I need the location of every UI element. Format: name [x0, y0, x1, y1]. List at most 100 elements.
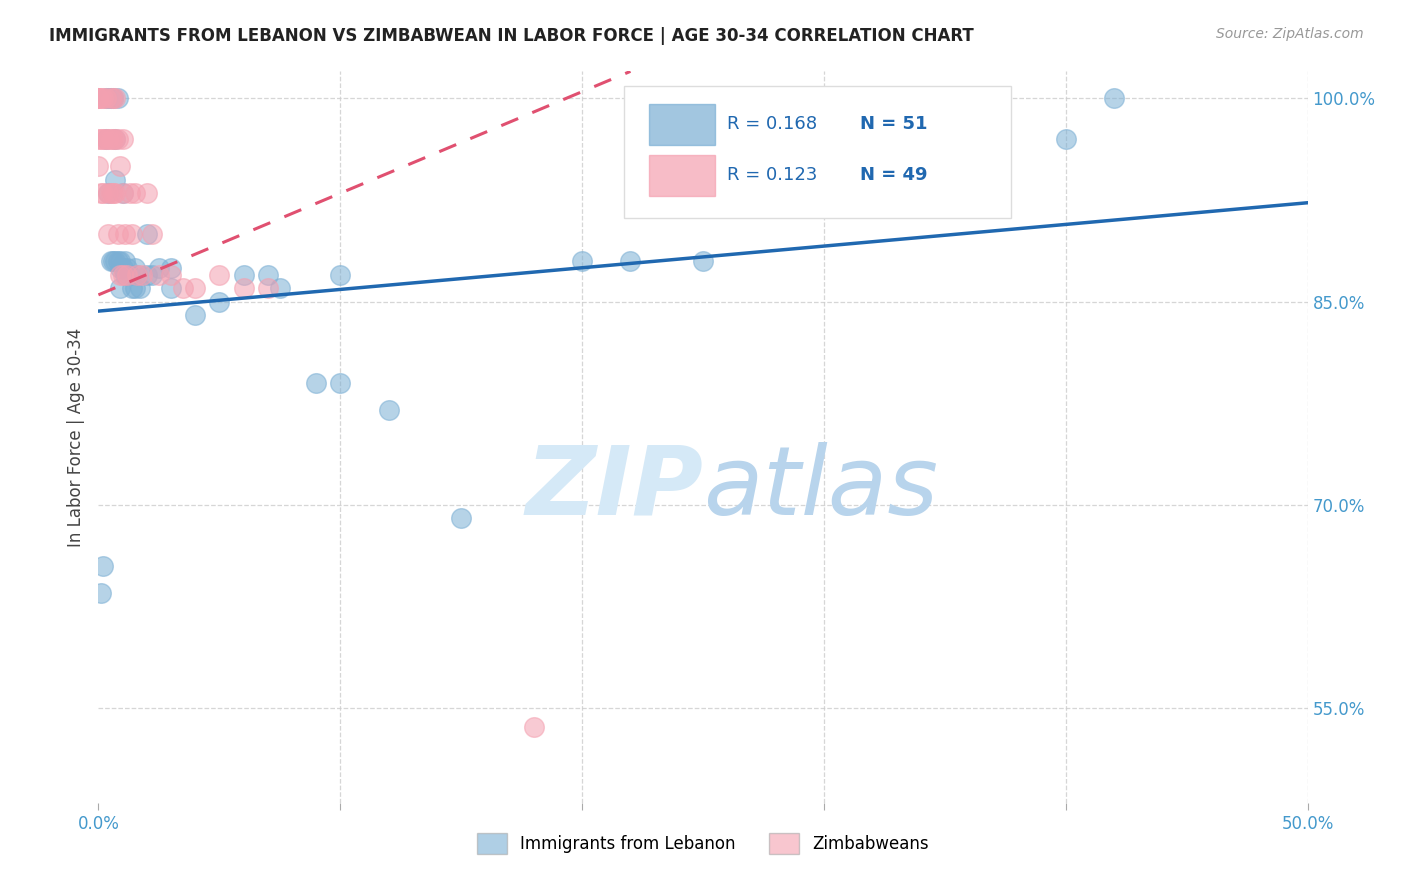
Point [160, 268, 183, 282]
Point [121, 281, 143, 295]
Point [94, 91, 117, 105]
Point [108, 159, 131, 173]
Point [100, 186, 122, 201]
Point [118, 268, 141, 282]
Point [97, 186, 120, 201]
Point [118, 186, 141, 201]
Point [97, 132, 120, 146]
Point [87, 91, 110, 105]
Point [111, 132, 134, 146]
Point [329, 376, 352, 390]
Point [91, 186, 114, 201]
Point [97, 91, 120, 105]
Point [91, 558, 114, 573]
Point [108, 268, 131, 282]
FancyBboxPatch shape [648, 104, 716, 145]
Point [90, 91, 112, 105]
Text: N = 51: N = 51 [860, 115, 928, 133]
Point [91, 91, 114, 105]
Point [104, 132, 127, 146]
Point [256, 268, 278, 282]
Point [104, 186, 127, 201]
Point [117, 260, 139, 275]
Point [232, 281, 254, 295]
Point [94, 91, 117, 105]
Text: atlas: atlas [703, 442, 938, 535]
Point [135, 227, 157, 241]
Point [101, 254, 124, 268]
Text: N = 49: N = 49 [860, 166, 928, 185]
Point [208, 294, 231, 309]
Point [111, 260, 134, 275]
Point [329, 268, 352, 282]
Point [256, 281, 278, 295]
Point [100, 91, 122, 105]
Point [117, 268, 139, 282]
Point [127, 268, 149, 282]
Point [97, 227, 120, 241]
Point [131, 268, 153, 282]
Point [94, 132, 117, 146]
Point [148, 268, 170, 282]
Point [692, 254, 714, 268]
Point [87, 159, 110, 173]
Point [128, 281, 150, 295]
Point [619, 254, 641, 268]
FancyBboxPatch shape [648, 155, 716, 195]
Point [148, 260, 170, 275]
Point [108, 260, 131, 275]
Point [184, 281, 207, 295]
Point [1054, 132, 1077, 146]
Text: Source: ZipAtlas.com: Source: ZipAtlas.com [1216, 27, 1364, 41]
Point [90, 132, 112, 146]
Point [232, 268, 254, 282]
Text: R = 0.168: R = 0.168 [727, 115, 817, 133]
Point [104, 91, 127, 105]
Point [141, 268, 163, 282]
Point [450, 511, 472, 525]
Legend: Immigrants from Lebanon, Zimbabweans: Immigrants from Lebanon, Zimbabweans [470, 827, 936, 860]
Point [87, 132, 110, 146]
Point [107, 254, 129, 268]
Point [91, 132, 114, 146]
Point [114, 227, 136, 241]
Point [104, 132, 127, 146]
Y-axis label: In Labor Force | Age 30-34: In Labor Force | Age 30-34 [66, 327, 84, 547]
Point [377, 403, 399, 417]
Point [104, 172, 127, 186]
Point [269, 281, 291, 295]
Point [571, 254, 593, 268]
Point [124, 260, 146, 275]
Point [305, 376, 328, 390]
Point [114, 268, 136, 282]
Point [160, 260, 183, 275]
Text: R = 0.123: R = 0.123 [727, 166, 817, 185]
Point [108, 281, 131, 295]
Point [94, 132, 117, 146]
Point [100, 254, 122, 268]
Point [107, 132, 129, 146]
Point [184, 308, 207, 322]
Point [208, 268, 231, 282]
Point [104, 254, 127, 268]
Point [108, 254, 131, 268]
Point [90, 186, 112, 201]
Point [101, 91, 124, 105]
Point [111, 268, 134, 282]
Point [101, 132, 124, 146]
Point [124, 281, 146, 295]
Point [127, 268, 149, 282]
Point [114, 254, 136, 268]
Point [87, 91, 110, 105]
Point [121, 227, 143, 241]
Point [87, 91, 110, 105]
Point [100, 132, 122, 146]
Point [111, 186, 134, 201]
Text: IMMIGRANTS FROM LEBANON VS ZIMBABWEAN IN LABOR FORCE | AGE 30-34 CORRELATION CHA: IMMIGRANTS FROM LEBANON VS ZIMBABWEAN IN… [49, 27, 974, 45]
Point [100, 91, 122, 105]
Point [135, 186, 157, 201]
Point [160, 281, 183, 295]
Text: ZIP: ZIP [524, 442, 703, 535]
Point [117, 268, 139, 282]
Point [172, 281, 194, 295]
